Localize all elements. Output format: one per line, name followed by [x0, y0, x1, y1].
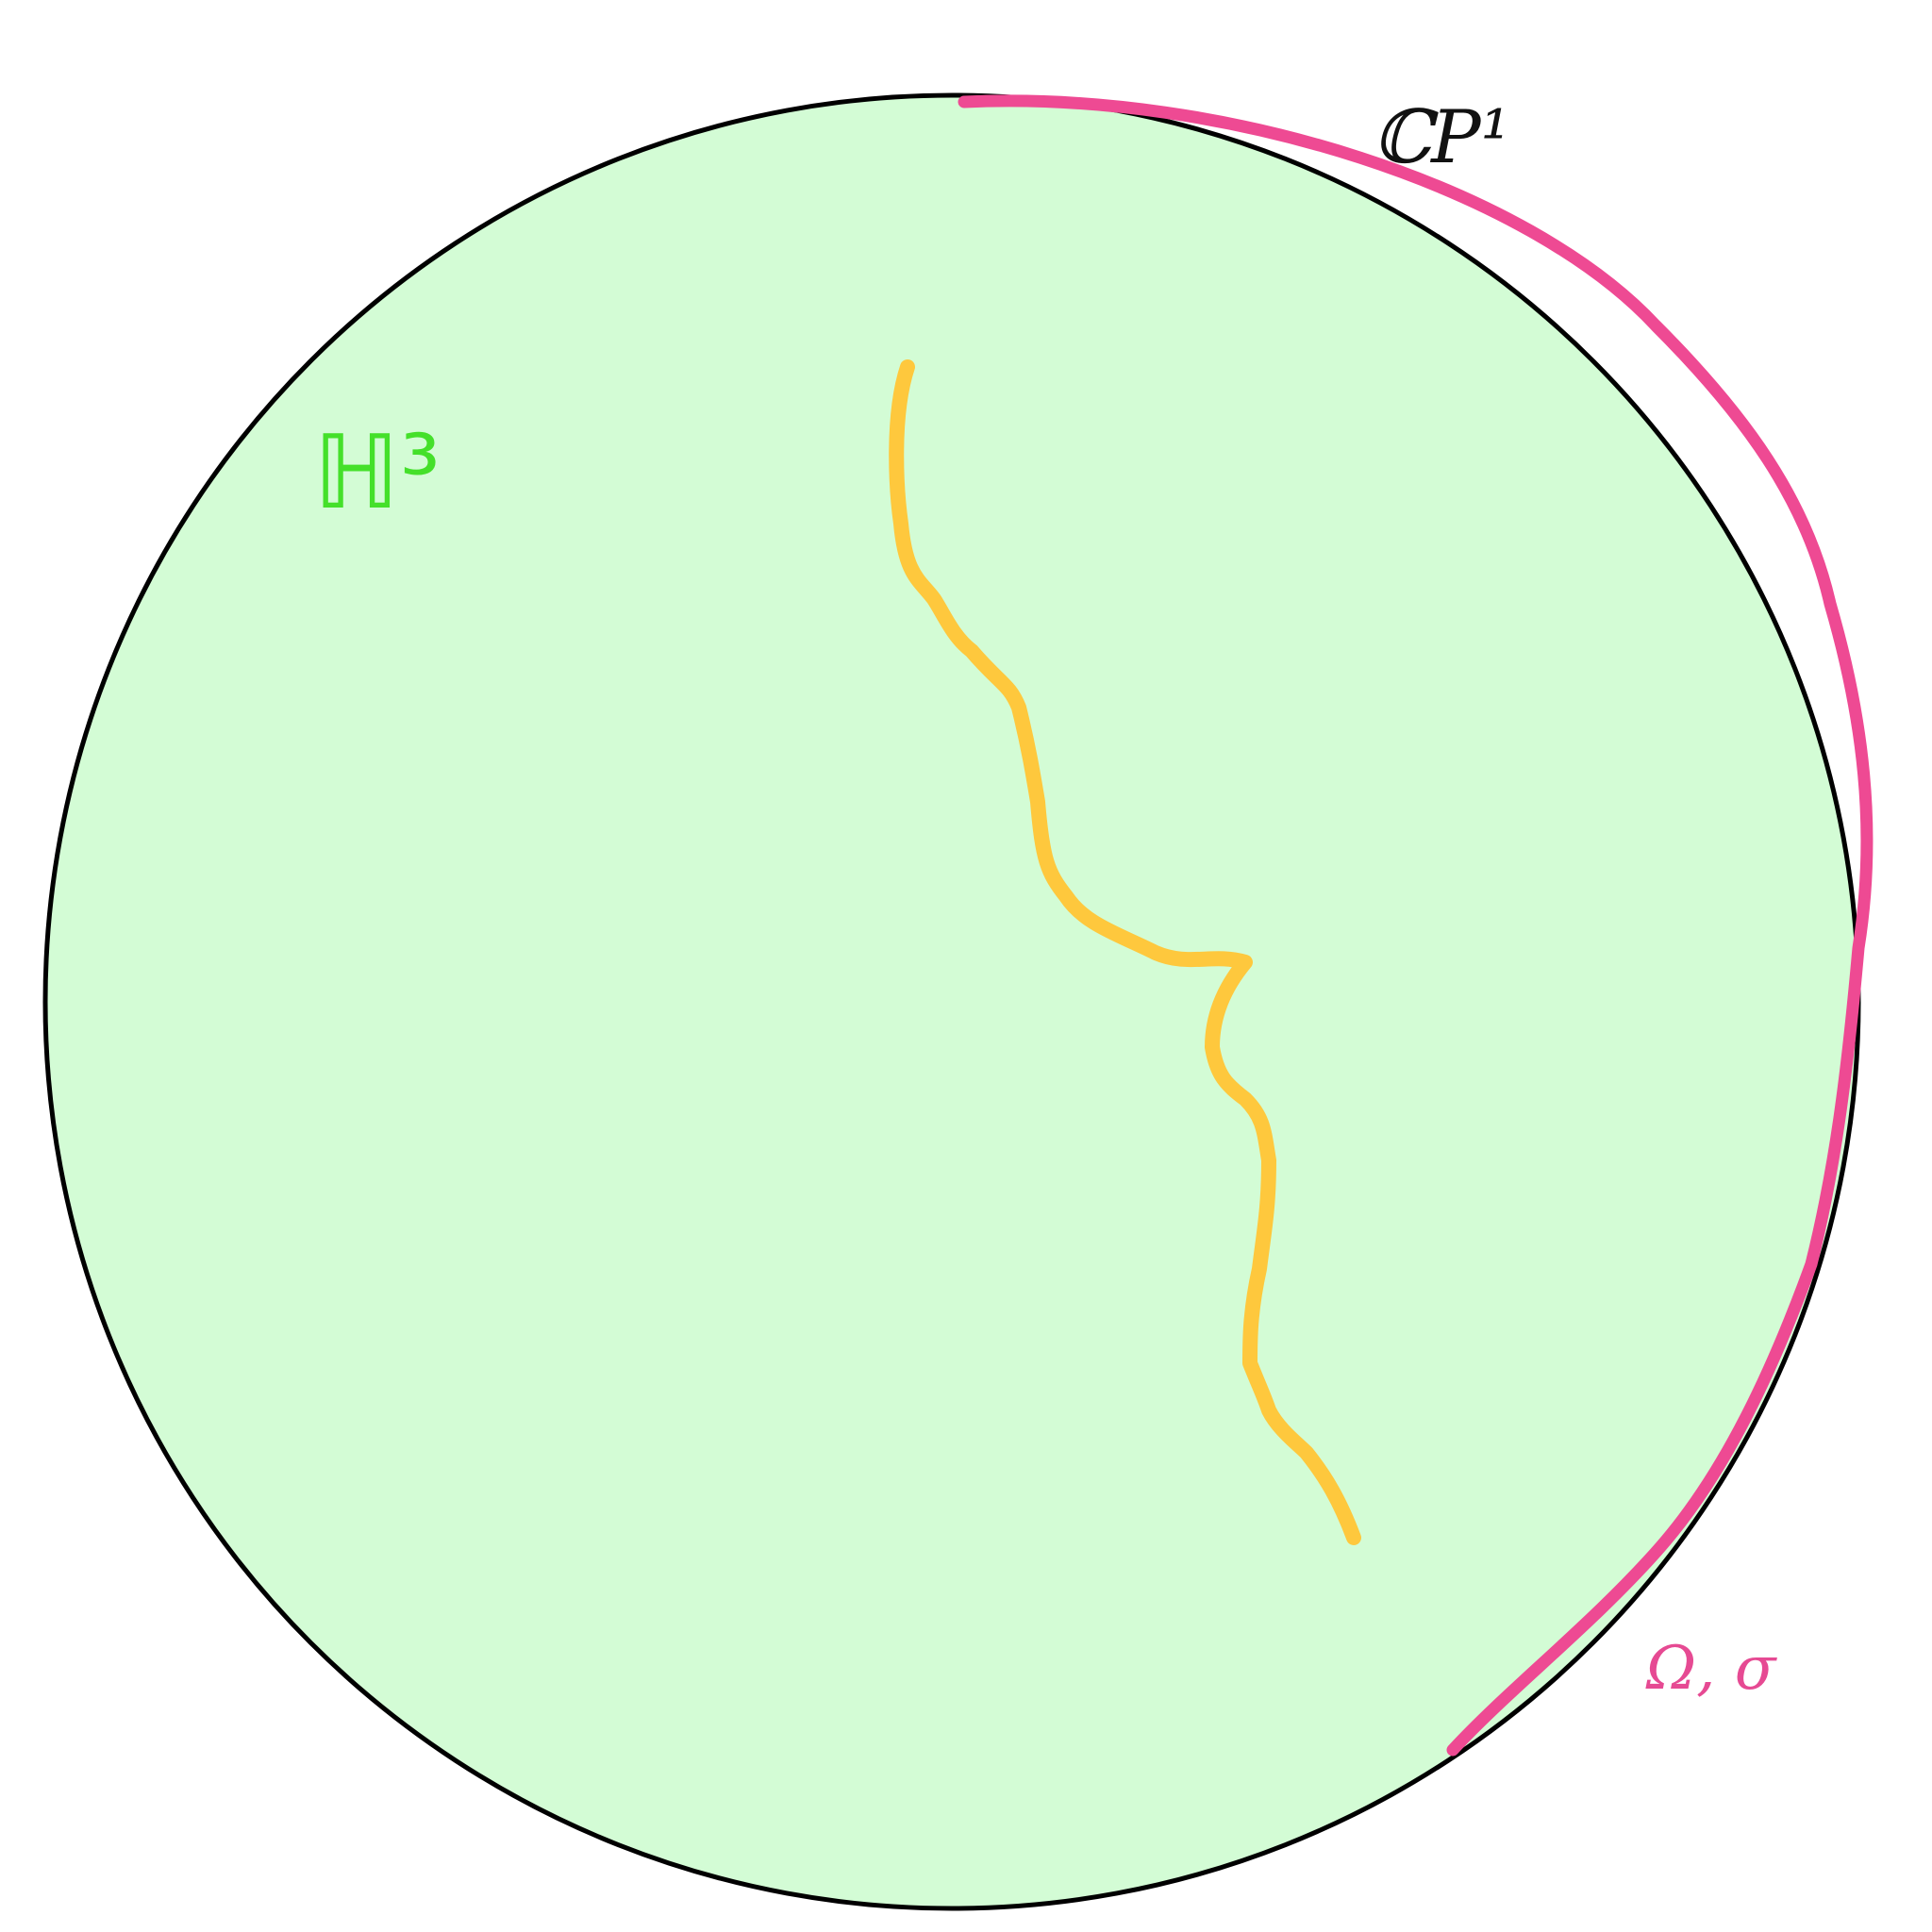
boundary-region-arc	[958, 94, 1874, 1757]
region-label: Ω, σ	[1645, 1634, 1778, 1704]
hyperbolic-ball	[42, 92, 1861, 1911]
path-curve	[889, 359, 1361, 1545]
boundary-label: ℂP¹	[1373, 95, 1510, 180]
hyperbolic-space-label: ℍ³	[313, 414, 441, 532]
